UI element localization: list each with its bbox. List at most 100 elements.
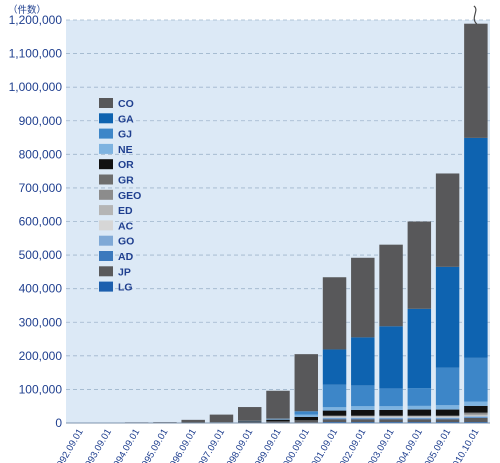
legend-label: ED xyxy=(118,205,133,217)
bar-segment-ad xyxy=(407,418,432,420)
x-tick-label: 1994.09.01 xyxy=(109,427,142,463)
bar-segment-go xyxy=(351,417,375,419)
bar-segment-ed xyxy=(407,415,432,417)
bar-segment-jp xyxy=(266,421,290,423)
bar-segment-go xyxy=(379,417,403,419)
bar-segment-co xyxy=(181,419,205,423)
legend-swatch xyxy=(99,281,113,292)
bar-segment-jp xyxy=(435,419,460,422)
bar-segment-or xyxy=(435,409,460,416)
legend-swatch xyxy=(99,266,113,277)
bar-segment-or xyxy=(407,409,432,416)
x-tick-label: 2005.09.01 xyxy=(420,427,453,463)
legend-label: AC xyxy=(118,220,134,232)
legend-label: OR xyxy=(118,159,134,171)
bar-segment-ed xyxy=(435,415,460,417)
bar-segment-jp xyxy=(351,419,375,422)
bar-segment-ed xyxy=(351,415,375,417)
bar-segment-or xyxy=(379,409,403,416)
x-tick-label: 2003.09.01 xyxy=(363,427,396,463)
legend-swatch xyxy=(99,235,113,246)
bar-segment-ad xyxy=(322,418,347,420)
grid-lines xyxy=(66,19,490,390)
bar-segment-co xyxy=(351,257,375,338)
bar-segment-co xyxy=(266,390,290,419)
bar-segment-ad xyxy=(351,418,375,420)
bar-segment-ne xyxy=(407,405,432,410)
bar-segment-ne xyxy=(351,406,375,410)
legend-label: LG xyxy=(118,282,133,294)
x-tick-label: 2004.09.01 xyxy=(392,427,425,463)
bar-segment-ne xyxy=(379,406,403,410)
legend-label: GEO xyxy=(118,190,141,202)
x-tick-label: 2000.09.01 xyxy=(279,427,312,463)
y-tick-label: 900,000 xyxy=(19,114,63,128)
bar-segment-co xyxy=(294,354,318,412)
y-tick-label: 400,000 xyxy=(19,282,63,296)
bar-segment-ga xyxy=(464,137,488,358)
x-tick-label: 2010.10.01 xyxy=(448,427,481,463)
bar-segment-lg xyxy=(464,421,488,423)
legend-swatch xyxy=(99,174,113,185)
break-stroke xyxy=(473,5,478,25)
bar-segment-co xyxy=(407,221,432,309)
x-tick-label: 1996.09.01 xyxy=(165,427,198,463)
y-tick-label: 800,000 xyxy=(19,147,63,161)
bar-segment-ne xyxy=(464,401,488,406)
bar-segment-ac xyxy=(435,416,460,418)
legend-label: GR xyxy=(118,175,134,187)
legend-label: GJ xyxy=(118,129,132,141)
bar-segment-ga xyxy=(407,308,432,389)
bar-segment-ad xyxy=(435,418,460,420)
bar-segment-ga xyxy=(351,337,375,386)
legend-label: NE xyxy=(118,144,133,156)
bar-segment-jp xyxy=(464,417,488,422)
x-tick-label: 1999.09.01 xyxy=(250,427,283,463)
bar-segment-co xyxy=(379,244,403,327)
legend-swatch xyxy=(99,98,113,108)
bar-segment-or xyxy=(322,410,347,416)
bar-segment-or xyxy=(238,421,262,423)
x-axis: 1992.09.011993.09.011994.09.011995.09.01… xyxy=(52,427,481,463)
legend-label: GO xyxy=(118,236,134,248)
bar-segment-gj xyxy=(464,357,488,402)
y-tick-label: 100,000 xyxy=(19,382,63,396)
bar-segment-gj xyxy=(379,388,403,407)
bar-segment-or xyxy=(294,416,318,421)
legend-swatch xyxy=(99,220,113,231)
bar-segment-lg xyxy=(351,421,375,423)
bar-segment-go xyxy=(407,417,432,419)
legend-swatch xyxy=(99,159,113,170)
y-tick-label: 700,000 xyxy=(19,181,63,195)
legend: CO GA GJ NE OR GR GEO ED AC GO AD JP LG xyxy=(99,98,141,294)
bar-segment-ed xyxy=(322,415,347,417)
bar-segment-ne xyxy=(435,405,460,410)
x-tick-label: 1998.09.01 xyxy=(222,427,255,463)
legend-label: GA xyxy=(118,113,134,125)
y-tick-label: 300,000 xyxy=(19,315,63,329)
bar-segment-ad xyxy=(464,417,488,418)
bar-segment-or xyxy=(266,419,290,422)
bar-segment-gj xyxy=(435,367,460,406)
y-tick-label: 1,100,000 xyxy=(9,47,63,61)
x-tick-label: 1995.09.01 xyxy=(137,427,170,463)
bar-segment-or xyxy=(351,409,375,416)
legend-swatch xyxy=(99,189,113,200)
bar-segment-ne xyxy=(238,420,262,422)
legend-swatch xyxy=(99,128,113,139)
bars xyxy=(68,23,488,424)
bar-segment-jp xyxy=(322,419,347,422)
y-tick-label: 500,000 xyxy=(19,248,63,262)
y-tick-label: 0 xyxy=(55,416,62,430)
x-tick-label: 1997.09.01 xyxy=(194,427,227,463)
legend-swatch xyxy=(99,205,113,216)
bar-segment-co xyxy=(464,23,488,138)
y-tick-label: 1,000,000 xyxy=(9,80,63,94)
bar-segment-co xyxy=(238,407,262,421)
bar-segment-ga xyxy=(322,349,347,385)
bar-segment-go xyxy=(435,417,460,419)
legend-label: CO xyxy=(118,98,134,110)
legend-label: AD xyxy=(118,251,134,263)
bar-segment-ac xyxy=(407,416,432,418)
bar-segment-gj xyxy=(322,384,347,408)
